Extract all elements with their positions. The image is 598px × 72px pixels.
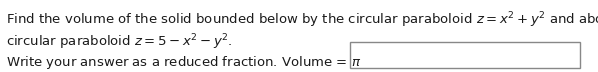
Text: circular paraboloid $z = 5 - x^2 - y^2$.: circular paraboloid $z = 5 - x^2 - y^2$. <box>6 32 233 52</box>
FancyBboxPatch shape <box>350 42 580 68</box>
Text: Find the volume of the solid bounded below by the circular paraboloid $z = x^2 +: Find the volume of the solid bounded bel… <box>6 10 598 30</box>
Text: Write your answer as a reduced fraction. Volume = $\pi$: Write your answer as a reduced fraction.… <box>6 54 361 71</box>
